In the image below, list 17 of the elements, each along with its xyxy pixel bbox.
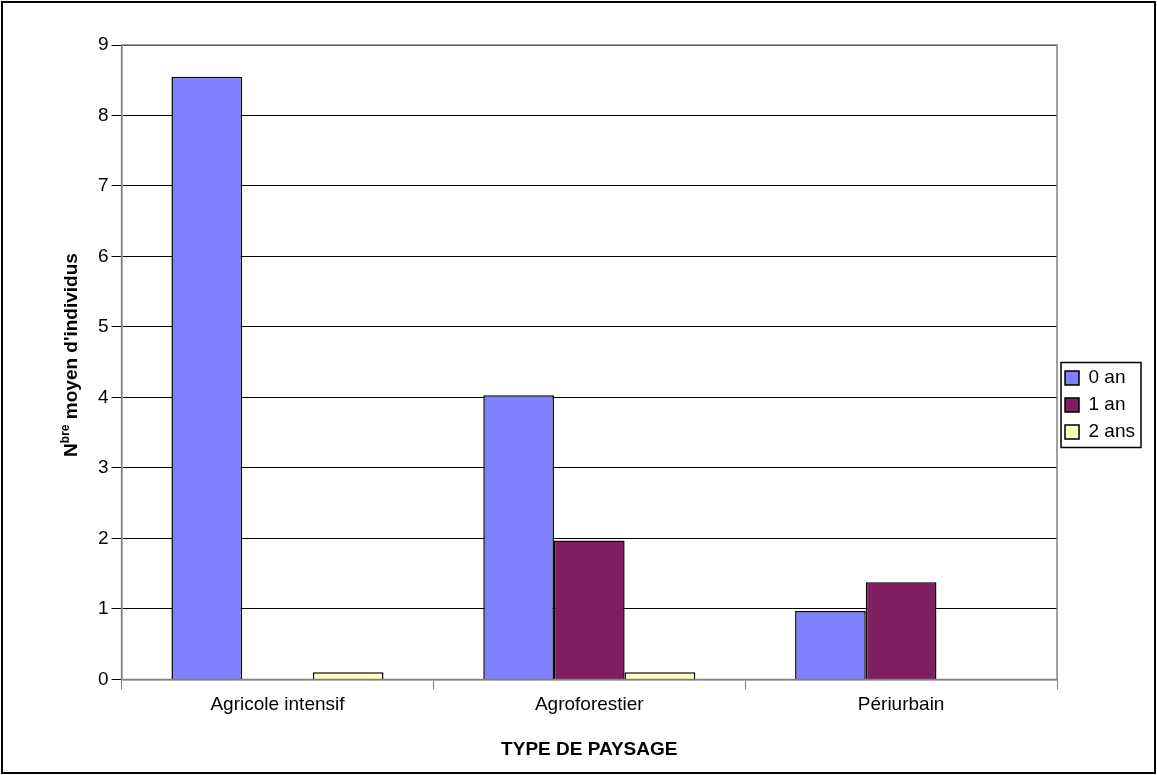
legend-label: 0 an (1088, 366, 1126, 388)
x-tick-label: Agroforestier (534, 693, 645, 715)
y-tick-label: 1 (97, 597, 109, 619)
x-tick-label: Agricole intensif (210, 693, 346, 715)
y-tick-label: 3 (97, 456, 109, 478)
y-tick-label: 9 (97, 33, 109, 55)
y-tick-label: 8 (97, 103, 109, 125)
legend-label: 2 ans (1088, 420, 1135, 442)
y-tick-label: 7 (97, 174, 109, 196)
y-tick-label: 2 (97, 526, 109, 548)
y-tick-label: 4 (97, 385, 109, 407)
legend-label: 1 an (1088, 393, 1126, 415)
x-axis-title: TYPE DE PAYSAGE (501, 737, 678, 759)
x-tick-label: Périurbain (857, 693, 945, 715)
y-tick-label: 5 (97, 315, 109, 337)
y-tick-label: 0 (97, 667, 109, 689)
y-tick-label: 6 (97, 244, 109, 266)
